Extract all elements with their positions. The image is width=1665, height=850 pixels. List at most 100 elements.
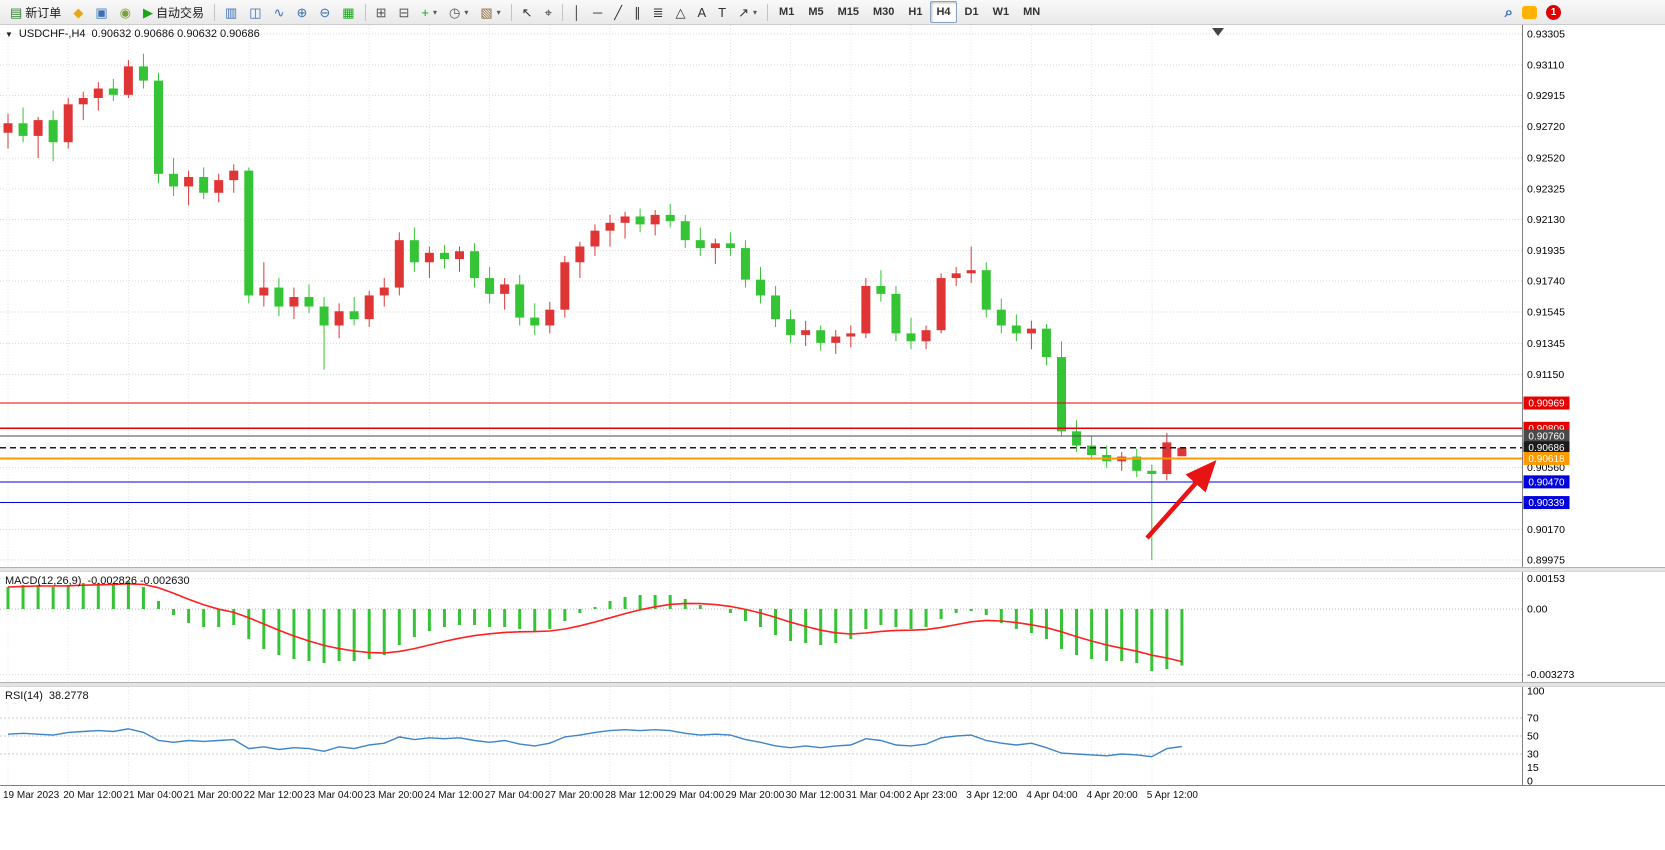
- bar-chart-button[interactable]: ▥: [220, 1, 242, 23]
- zoom-out-button[interactable]: ⊖: [314, 1, 335, 23]
- price-axis-label: 0.91545: [1527, 307, 1565, 319]
- add-indicator-button[interactable]: + ▾: [416, 1, 442, 23]
- candle-body: [1087, 445, 1097, 456]
- candle-body: [906, 333, 916, 342]
- candle-body: [1011, 325, 1021, 334]
- cursor-button[interactable]: ↖: [517, 1, 538, 23]
- line-chart-button[interactable]: ∿: [269, 1, 290, 23]
- crosshair-button[interactable]: ⌖: [540, 1, 557, 23]
- rsi-pane[interactable]: 100 70 50 30 15 0 RSI(14) 38.2778: [0, 687, 1665, 785]
- time-axis[interactable]: 19 Mar 2023 20 Mar 12:00 21 Mar 04:00 21 Ma…: [0, 785, 1665, 808]
- candle-body: [3, 123, 13, 133]
- candle-body: [33, 120, 43, 136]
- timeframe-d1-button[interactable]: D1: [964, 6, 979, 18]
- time-axis-label: 3 Apr 12:00: [966, 790, 1018, 801]
- candle-body: [771, 295, 781, 320]
- price-badge-label: 0.90809: [1528, 424, 1565, 435]
- candle-body: [364, 295, 374, 320]
- price-axis-label: 0.89975: [1527, 555, 1565, 567]
- zoom-in-icon: ⊕: [296, 4, 308, 20]
- candle-body: [680, 221, 690, 241]
- tile-windows-icon: ⊞: [375, 4, 387, 20]
- candle-body: [63, 104, 73, 143]
- label-button[interactable]: T: [713, 1, 731, 23]
- trendline-button[interactable]: ╱: [609, 1, 627, 23]
- main-chart[interactable]: 0.93305 0.93110 0.92915 0.92720 0.92520 0.923…: [0, 25, 1665, 567]
- search-icon[interactable]: ⌕: [1504, 3, 1513, 21]
- navigator-icon: ▣: [95, 4, 108, 20]
- arrows-button[interactable]: ↗ ▾: [733, 1, 762, 23]
- time-axis-label: 28 Mar 12:00: [605, 790, 664, 801]
- timeframe-mn-button[interactable]: MN: [1023, 6, 1041, 18]
- candle-body: [274, 287, 284, 307]
- tile-windows-button[interactable]: ⊞: [371, 1, 392, 23]
- periods-button[interactable]: ◷ ▾: [444, 1, 473, 23]
- cursor-icon: ↖: [521, 4, 533, 20]
- chat-icon[interactable]: [1522, 5, 1537, 19]
- auto-arrange-icon: ▦: [342, 4, 355, 20]
- timeframe-w1-button[interactable]: W1: [992, 6, 1010, 18]
- candle-body: [981, 270, 991, 310]
- candle-body: [304, 297, 314, 307]
- fibonacci-button[interactable]: ≣: [648, 1, 669, 23]
- trend-arrow-annotation[interactable]: [1145, 459, 1217, 540]
- candle-body: [334, 311, 344, 326]
- candle-body: [1132, 456, 1142, 471]
- rsi-axis-label: 70: [1527, 713, 1539, 725]
- price-axis-label: 0.92915: [1527, 90, 1565, 102]
- time-axis-label: 20 Mar 12:00: [63, 790, 123, 801]
- timeframe-m1-button[interactable]: M1: [779, 6, 795, 18]
- timeframe-m15-button[interactable]: M15: [837, 6, 859, 18]
- timeframe-h1-button[interactable]: H1: [908, 6, 923, 18]
- candle-body: [710, 243, 720, 249]
- chart-shift-marker[interactable]: [1212, 28, 1224, 36]
- text-icon: A: [697, 4, 707, 20]
- candle-body: [605, 222, 615, 231]
- candle-body: [138, 66, 148, 81]
- time-axis-label: 4 Apr 04:00: [1026, 790, 1078, 801]
- new-order-button[interactable]: ▤ 新订单: [5, 1, 66, 23]
- candle-body: [1057, 357, 1066, 432]
- price-badge-label: 0.90470: [1528, 477, 1565, 488]
- macd-pane[interactable]: 0.00153 0.00 -0.003273 MACD(12,26,9) -0.00…: [0, 572, 1665, 682]
- rsi-axis-label: 100: [1527, 687, 1545, 698]
- shapes-button[interactable]: △: [670, 1, 690, 23]
- line-chart-icon: ∿: [273, 4, 285, 20]
- notifications-badge[interactable]: 1: [1546, 4, 1561, 20]
- vertical-line-button[interactable]: │: [568, 1, 586, 23]
- timeframe-h4-button[interactable]: H4: [930, 1, 957, 23]
- auto-arrange-button[interactable]: ▦: [337, 1, 359, 23]
- price-badge: [1523, 441, 1570, 455]
- pane-splitter[interactable]: [0, 567, 1665, 572]
- candlestick-chart-button[interactable]: ◫: [244, 1, 266, 23]
- navigator-button[interactable]: ▣: [90, 1, 112, 23]
- time-axis-label: 5 Apr 12:00: [1146, 790, 1198, 801]
- terminal-button[interactable]: ◉: [115, 1, 136, 23]
- candle-body: [485, 278, 495, 294]
- horizontal-line-button[interactable]: ─: [588, 1, 607, 23]
- terminal-icon: ◉: [119, 4, 131, 20]
- text-button[interactable]: A: [692, 1, 711, 23]
- market-watch-button[interactable]: ◆: [68, 1, 88, 23]
- market-watch-icon: ◆: [73, 4, 84, 20]
- candle-body: [500, 284, 510, 294]
- timeframe-m5-button[interactable]: M5: [808, 6, 824, 18]
- rsi-axis-label: 15: [1527, 762, 1539, 774]
- candle-body: [439, 252, 449, 260]
- main-chart-pane[interactable]: 0.93305 0.93110 0.92915 0.92720 0.92520 0.923…: [0, 25, 1665, 567]
- autotrading-button[interactable]: ▶ 自动交易: [138, 1, 209, 23]
- channel-button[interactable]: ∥: [629, 1, 646, 23]
- price-badge-label: 0.90339: [1528, 498, 1565, 509]
- fibonacci-icon: ≣: [652, 4, 664, 20]
- pane-splitter[interactable]: [0, 682, 1665, 687]
- cascade-windows-button[interactable]: ⊟: [393, 1, 414, 23]
- templates-button[interactable]: ▧ ▾: [475, 1, 505, 23]
- bar-chart-icon: ▥: [224, 4, 238, 20]
- candle-body: [1026, 328, 1036, 334]
- candle-body: [1177, 447, 1187, 457]
- candle-body: [169, 173, 179, 187]
- timeframe-m30-button[interactable]: M30: [873, 6, 895, 18]
- candle-body: [861, 285, 871, 334]
- zoom-in-button[interactable]: ⊕: [291, 1, 312, 23]
